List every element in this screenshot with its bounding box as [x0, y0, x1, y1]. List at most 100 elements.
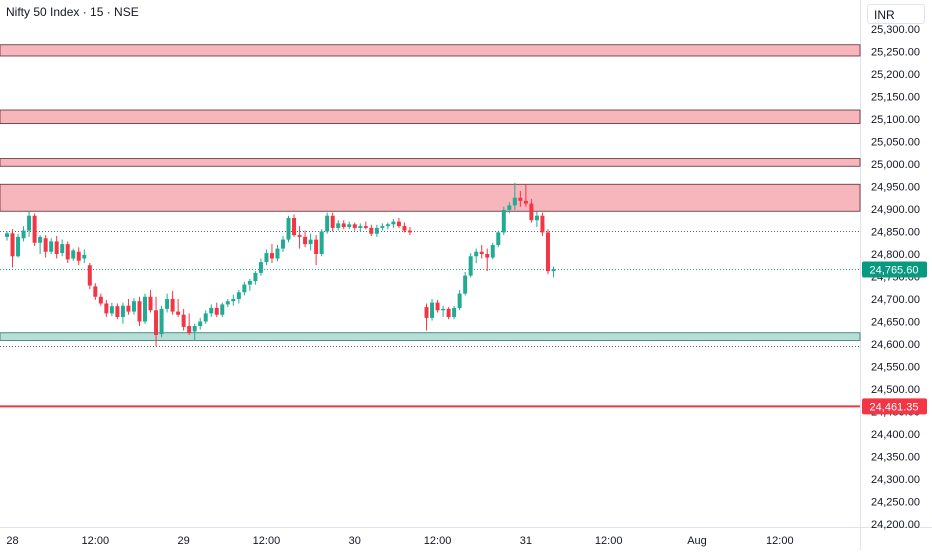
candle-up[interactable]	[501, 209, 506, 233]
candle-up[interactable]	[430, 302, 435, 318]
candle-up[interactable]	[143, 296, 147, 322]
candle-up[interactable]	[457, 293, 462, 308]
candle-down[interactable]	[87, 265, 92, 286]
candle-down[interactable]	[54, 241, 59, 254]
candle-down[interactable]	[32, 215, 37, 243]
candle-up[interactable]	[27, 215, 32, 231]
candle-down[interactable]	[214, 308, 219, 315]
candle-up[interactable]	[60, 244, 65, 254]
candle-down[interactable]	[523, 200, 528, 204]
candle-up[interactable]	[358, 226, 363, 228]
candle-down[interactable]	[176, 311, 181, 315]
candle-up[interactable]	[242, 284, 247, 293]
candle-down[interactable]	[297, 235, 302, 237]
candle-up[interactable]	[385, 224, 390, 227]
candle-up[interactable]	[49, 241, 54, 252]
candle-down[interactable]	[485, 254, 490, 258]
candle-up[interactable]	[441, 308, 446, 311]
candle-down[interactable]	[435, 302, 440, 311]
candle-down[interactable]	[369, 227, 374, 234]
candle-down[interactable]	[76, 251, 81, 261]
candle-down[interactable]	[93, 286, 98, 297]
candle-down[interactable]	[363, 226, 368, 228]
candle-up[interactable]	[120, 305, 125, 317]
candle-up[interactable]	[551, 269, 556, 272]
candle-down[interactable]	[43, 238, 48, 252]
candle-down[interactable]	[10, 233, 15, 257]
candle-up[interactable]	[308, 239, 313, 245]
candle-up[interactable]	[463, 275, 468, 294]
candle-down[interactable]	[540, 215, 545, 233]
candle-up[interactable]	[109, 306, 114, 314]
candle-down[interactable]	[126, 305, 131, 312]
candle-up[interactable]	[209, 308, 214, 314]
candle-up[interactable]	[468, 256, 473, 276]
candle-up[interactable]	[192, 326, 197, 332]
candle-down[interactable]	[396, 221, 401, 227]
currency-selector[interactable]: INR	[867, 4, 925, 24]
candle-down[interactable]	[545, 232, 550, 272]
candle-up[interactable]	[71, 250, 76, 259]
candle-down[interactable]	[341, 223, 346, 227]
candle-up[interactable]	[286, 218, 291, 240]
candle-up[interactable]	[319, 231, 324, 255]
candle-up[interactable]	[5, 233, 9, 237]
candle-down[interactable]	[269, 253, 274, 259]
candle-down[interactable]	[446, 308, 451, 317]
candle-down[interactable]	[407, 230, 412, 233]
candle-down[interactable]	[402, 226, 407, 231]
candle-up[interactable]	[220, 304, 225, 315]
candle-up[interactable]	[247, 281, 252, 285]
candle-up[interactable]	[374, 227, 379, 234]
candle-down[interactable]	[303, 236, 308, 245]
candle-up[interactable]	[380, 226, 385, 228]
candle-up[interactable]	[275, 248, 280, 259]
candle-up[interactable]	[258, 262, 263, 273]
candle-down[interactable]	[529, 203, 534, 221]
candle-down[interactable]	[65, 244, 70, 260]
candle-up[interactable]	[236, 292, 241, 299]
candle-up[interactable]	[496, 232, 501, 245]
candle-down[interactable]	[104, 303, 109, 314]
candle-down[interactable]	[479, 251, 484, 254]
candle-up[interactable]	[225, 301, 230, 305]
candle-down[interactable]	[314, 239, 319, 254]
candle-up[interactable]	[21, 230, 26, 239]
candle-up[interactable]	[159, 308, 164, 335]
candle-down[interactable]	[115, 306, 120, 317]
candle-up[interactable]	[336, 223, 341, 228]
candle-up[interactable]	[165, 299, 170, 309]
candle-down[interactable]	[518, 197, 523, 201]
candle-down[interactable]	[98, 296, 103, 304]
candle-up[interactable]	[16, 236, 21, 257]
candle-up[interactable]	[507, 205, 512, 210]
candle-down[interactable]	[352, 224, 357, 228]
candle-up[interactable]	[452, 308, 457, 317]
candle-up[interactable]	[281, 239, 285, 249]
candle-down[interactable]	[148, 296, 153, 311]
candle-down[interactable]	[424, 307, 429, 318]
candle-up[interactable]	[131, 301, 136, 312]
candle-up[interactable]	[82, 254, 87, 259]
candle-down[interactable]	[154, 310, 159, 335]
candle-up[interactable]	[231, 299, 236, 302]
candle-up[interactable]	[264, 253, 269, 263]
candle-up[interactable]	[474, 251, 479, 257]
candle-up[interactable]	[253, 272, 258, 281]
candle-up[interactable]	[534, 215, 539, 221]
candle-down[interactable]	[181, 314, 186, 327]
candle-up[interactable]	[512, 197, 517, 206]
candle-down[interactable]	[170, 299, 175, 312]
candle-down[interactable]	[330, 215, 335, 228]
candle-up[interactable]	[203, 313, 208, 322]
candle-up[interactable]	[490, 245, 495, 258]
candle-down[interactable]	[187, 326, 192, 333]
candle-down[interactable]	[292, 218, 297, 236]
candle-up[interactable]	[325, 215, 330, 232]
candle-up[interactable]	[198, 321, 203, 327]
candle-up[interactable]	[347, 224, 352, 227]
candle-down[interactable]	[137, 301, 142, 322]
candle-up[interactable]	[38, 236, 43, 243]
